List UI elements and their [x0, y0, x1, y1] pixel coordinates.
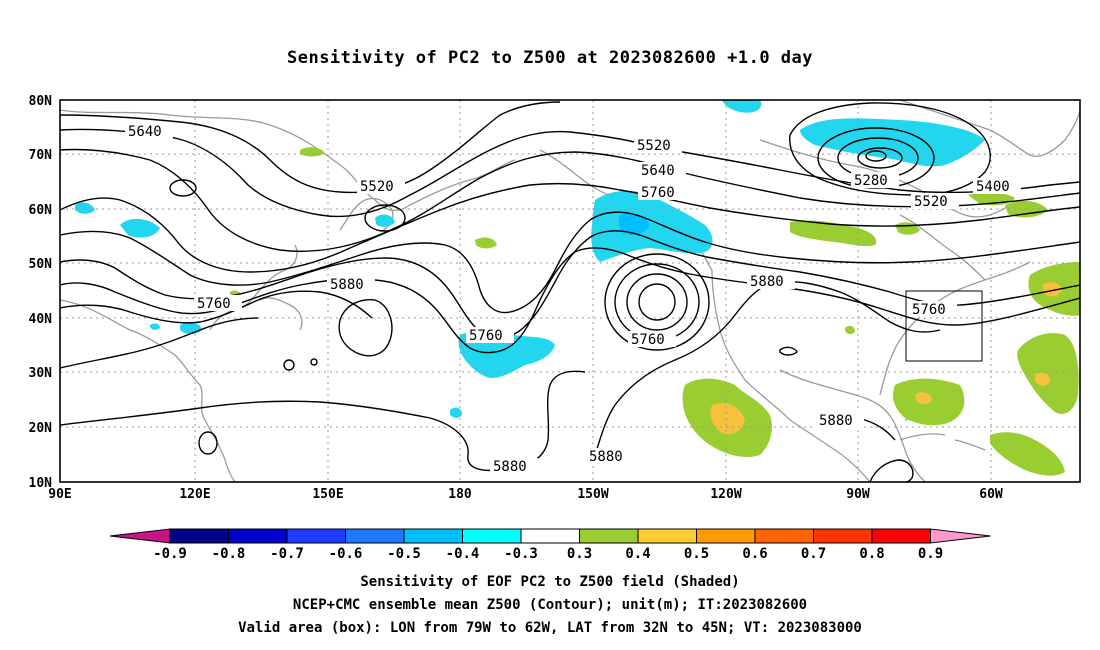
colorbar-tick-label: -0.9 [153, 546, 187, 562]
contour-label: 5880 [589, 449, 623, 465]
lat-label: 20N [29, 421, 53, 436]
contour-label: 5640 [641, 163, 675, 179]
lat-label: 40N [29, 312, 53, 327]
contour-label: 5880 [819, 413, 853, 429]
colorbar-tick-label: -0.4 [446, 546, 480, 562]
colorbar-tick-label: 0.7 [801, 546, 826, 562]
contour-label: 5760 [469, 328, 503, 344]
colorbar-segment [637, 528, 697, 544]
lat-label: 50N [29, 257, 53, 272]
colorbar-segment [169, 528, 229, 544]
lon-label: 150W [577, 487, 608, 502]
contour-label: 5520 [637, 138, 671, 154]
lat-label: 80N [29, 94, 53, 109]
colorbar-arrow-left [109, 528, 171, 544]
lon-label: 90W [846, 487, 870, 502]
lon-label: 180 [448, 487, 472, 502]
lon-label: 120W [710, 487, 741, 502]
negative-sensitivity-alaska [591, 190, 713, 262]
contour-label: 5760 [912, 302, 946, 318]
colorbar-tick-label: -0.6 [329, 546, 363, 562]
colorbar-tick-label: 0.4 [625, 546, 650, 562]
lat-label: 30N [29, 366, 53, 381]
lat-label: 60N [29, 203, 53, 218]
coastlines [60, 100, 1080, 482]
colorbar-segment [754, 528, 814, 544]
negative-sensitivity-arctic [800, 118, 985, 167]
colorbar-tick-label: 0.8 [859, 546, 884, 562]
colorbar-tick-label: 0.3 [567, 546, 592, 562]
colorbar [109, 528, 991, 544]
colorbar-labels: -0.9 -0.8 -0.7 -0.6 -0.5 -0.4 -0.3 0.3 0.4 0.5 0.6… [153, 546, 943, 562]
contour-label: 5880 [493, 459, 527, 475]
colorbar-segment [813, 528, 873, 544]
lon-label: 60W [979, 487, 1003, 502]
colorbar-tick-label: -0.8 [212, 546, 246, 562]
colorbar-tick-label: -0.7 [270, 546, 304, 562]
colorbar-tick-label: -0.3 [504, 546, 538, 562]
contour-label: 5880 [330, 277, 364, 293]
colorbar-segment [696, 528, 756, 544]
colorbar-tick-label: -0.5 [387, 546, 421, 562]
contour-label: 5520 [914, 194, 948, 210]
contour-label: 5760 [631, 332, 665, 348]
colorbar-arrow-right [930, 528, 991, 544]
caption-valid-area: Valid area (box): LON from 79W to 62W, L… [238, 620, 862, 636]
colorbar-segment [871, 528, 931, 544]
colorbar-segment [403, 528, 463, 544]
lon-label: 120E [179, 487, 210, 502]
colorbar-tick-label: 0.5 [684, 546, 709, 562]
latitude-labels: 80N 70N 60N 50N 40N 30N 20N 10N [29, 94, 53, 491]
map-title: Sensitivity of PC2 to Z500 at 2023082600… [286, 48, 813, 68]
sensitivity-shading [75, 100, 1080, 476]
caption-contour: NCEP+CMC ensemble mean Z500 (Contour); u… [292, 597, 808, 613]
contour-label: 5760 [641, 185, 675, 201]
contour-label: 5280 [854, 173, 888, 189]
contour-label: 5520 [360, 179, 394, 195]
colorbar-segment [462, 528, 522, 544]
valid-area-box [905, 290, 983, 362]
contour-label: 5880 [750, 274, 784, 290]
contour-label: 5760 [197, 296, 231, 312]
lat-label: 10N [29, 476, 53, 491]
colorbar-segment [345, 528, 405, 544]
colorbar-segment [520, 528, 580, 544]
lon-label: 150E [312, 487, 343, 502]
caption-shading: Sensitivity of EOF PC2 to Z500 field (Sh… [360, 574, 740, 590]
lon-label: 90E [48, 487, 71, 502]
contour-labels: 5640 5520 5520 5640 5760 5280 5400 5520 … [125, 123, 1021, 475]
lat-label: 70N [29, 148, 53, 163]
longitude-labels: 90E 120E 150E 180 150W 120W 90W 60W [48, 487, 1003, 502]
colorbar-segment [228, 528, 288, 544]
contour-label: 5640 [128, 124, 162, 140]
colorbar-tick-label: 0.6 [742, 546, 767, 562]
plot-frame [59, 99, 1081, 483]
colorbar-tick-label: 0.9 [918, 546, 943, 562]
contour-label: 5400 [976, 179, 1010, 195]
colorbar-segment [579, 528, 639, 544]
colorbar-segment [286, 528, 346, 544]
positive-sensitivity-canada [790, 220, 877, 247]
